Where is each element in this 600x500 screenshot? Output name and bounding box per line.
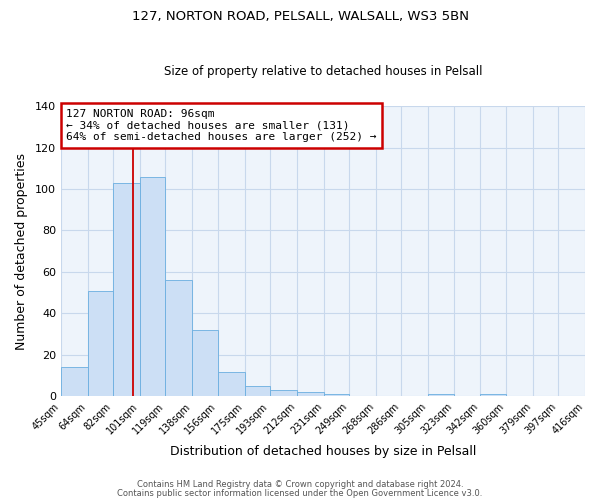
Text: 127, NORTON ROAD, PELSALL, WALSALL, WS3 5BN: 127, NORTON ROAD, PELSALL, WALSALL, WS3 …: [131, 10, 469, 23]
Y-axis label: Number of detached properties: Number of detached properties: [15, 152, 28, 350]
Text: Contains HM Land Registry data © Crown copyright and database right 2024.: Contains HM Land Registry data © Crown c…: [137, 480, 463, 489]
Bar: [481, 394, 506, 396]
Bar: [193, 330, 218, 396]
Bar: [140, 176, 166, 396]
Title: Size of property relative to detached houses in Pelsall: Size of property relative to detached ho…: [164, 66, 482, 78]
Bar: [166, 280, 193, 396]
Bar: [270, 390, 297, 396]
Text: 127 NORTON ROAD: 96sqm
← 34% of detached houses are smaller (131)
64% of semi-de: 127 NORTON ROAD: 96sqm ← 34% of detached…: [66, 109, 377, 142]
X-axis label: Distribution of detached houses by size in Pelsall: Distribution of detached houses by size …: [170, 444, 476, 458]
Bar: [428, 394, 454, 396]
Bar: [88, 290, 113, 397]
Bar: [245, 386, 270, 396]
Bar: [61, 368, 88, 396]
Text: Contains public sector information licensed under the Open Government Licence v3: Contains public sector information licen…: [118, 488, 482, 498]
Bar: [323, 394, 349, 396]
Bar: [297, 392, 323, 396]
Bar: [113, 183, 140, 396]
Bar: [218, 372, 245, 396]
